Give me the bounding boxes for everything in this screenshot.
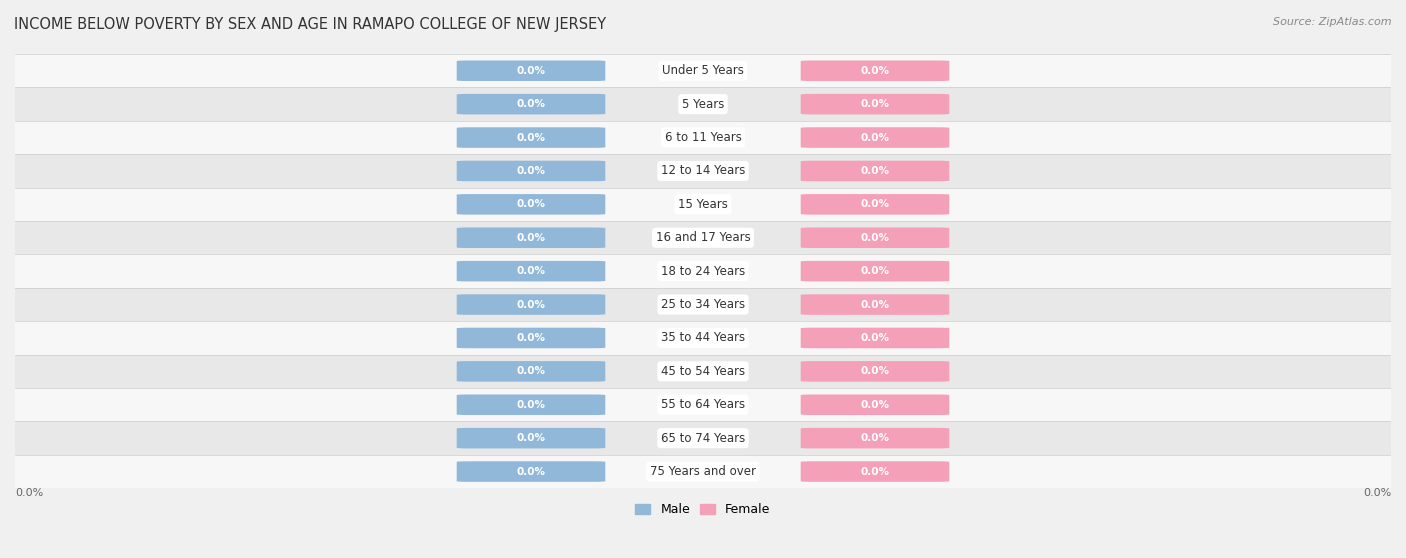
Text: 25 to 34 Years: 25 to 34 Years: [661, 298, 745, 311]
Bar: [15, 154, 1391, 187]
Bar: [15, 221, 1391, 254]
Bar: [15, 355, 1391, 388]
FancyBboxPatch shape: [800, 361, 949, 382]
FancyBboxPatch shape: [457, 60, 606, 81]
Bar: [15, 121, 1391, 154]
Bar: [15, 187, 1391, 221]
Text: 0.0%: 0.0%: [860, 466, 890, 477]
FancyBboxPatch shape: [800, 328, 949, 348]
Text: 0.0%: 0.0%: [516, 466, 546, 477]
FancyBboxPatch shape: [457, 328, 606, 348]
FancyBboxPatch shape: [457, 395, 606, 415]
Text: Source: ZipAtlas.com: Source: ZipAtlas.com: [1274, 17, 1392, 27]
Text: 0.0%: 0.0%: [860, 99, 890, 109]
Text: 0.0%: 0.0%: [860, 233, 890, 243]
Text: 15 Years: 15 Years: [678, 198, 728, 211]
FancyBboxPatch shape: [800, 94, 949, 114]
FancyBboxPatch shape: [800, 228, 949, 248]
Text: 0.0%: 0.0%: [516, 133, 546, 142]
FancyBboxPatch shape: [457, 428, 606, 449]
FancyBboxPatch shape: [457, 261, 606, 281]
FancyBboxPatch shape: [800, 461, 949, 482]
Text: 0.0%: 0.0%: [860, 333, 890, 343]
Text: 65 to 74 Years: 65 to 74 Years: [661, 432, 745, 445]
FancyBboxPatch shape: [457, 228, 606, 248]
Text: 16 and 17 Years: 16 and 17 Years: [655, 231, 751, 244]
Text: 55 to 64 Years: 55 to 64 Years: [661, 398, 745, 411]
Text: 0.0%: 0.0%: [516, 99, 546, 109]
Text: 0.0%: 0.0%: [516, 433, 546, 443]
FancyBboxPatch shape: [800, 395, 949, 415]
Text: 0.0%: 0.0%: [860, 66, 890, 76]
Text: 0.0%: 0.0%: [15, 488, 44, 498]
Text: 12 to 14 Years: 12 to 14 Years: [661, 165, 745, 177]
Text: 0.0%: 0.0%: [860, 199, 890, 209]
FancyBboxPatch shape: [457, 294, 606, 315]
Bar: [15, 54, 1391, 88]
FancyBboxPatch shape: [800, 294, 949, 315]
FancyBboxPatch shape: [457, 127, 606, 148]
Text: 75 Years and over: 75 Years and over: [650, 465, 756, 478]
Bar: [15, 388, 1391, 421]
Text: 5 Years: 5 Years: [682, 98, 724, 110]
Text: 0.0%: 0.0%: [516, 266, 546, 276]
Bar: [15, 254, 1391, 288]
Text: 0.0%: 0.0%: [860, 266, 890, 276]
Bar: [15, 288, 1391, 321]
Text: 18 to 24 Years: 18 to 24 Years: [661, 264, 745, 278]
FancyBboxPatch shape: [457, 94, 606, 114]
Text: 45 to 54 Years: 45 to 54 Years: [661, 365, 745, 378]
Text: 0.0%: 0.0%: [516, 166, 546, 176]
Text: 0.0%: 0.0%: [516, 367, 546, 376]
Text: 0.0%: 0.0%: [516, 199, 546, 209]
FancyBboxPatch shape: [800, 60, 949, 81]
Text: INCOME BELOW POVERTY BY SEX AND AGE IN RAMAPO COLLEGE OF NEW JERSEY: INCOME BELOW POVERTY BY SEX AND AGE IN R…: [14, 17, 606, 32]
FancyBboxPatch shape: [800, 161, 949, 181]
Bar: [15, 455, 1391, 488]
Bar: [15, 321, 1391, 355]
Bar: [15, 421, 1391, 455]
FancyBboxPatch shape: [457, 461, 606, 482]
FancyBboxPatch shape: [457, 194, 606, 215]
FancyBboxPatch shape: [800, 428, 949, 449]
FancyBboxPatch shape: [800, 127, 949, 148]
Text: Under 5 Years: Under 5 Years: [662, 64, 744, 77]
Bar: [15, 88, 1391, 121]
FancyBboxPatch shape: [457, 361, 606, 382]
Text: 6 to 11 Years: 6 to 11 Years: [665, 131, 741, 144]
Text: 0.0%: 0.0%: [1362, 488, 1391, 498]
Text: 0.0%: 0.0%: [860, 433, 890, 443]
Text: 35 to 44 Years: 35 to 44 Years: [661, 331, 745, 344]
Legend: Male, Female: Male, Female: [630, 498, 776, 521]
FancyBboxPatch shape: [800, 261, 949, 281]
Text: 0.0%: 0.0%: [860, 400, 890, 410]
FancyBboxPatch shape: [457, 161, 606, 181]
Text: 0.0%: 0.0%: [860, 367, 890, 376]
Text: 0.0%: 0.0%: [516, 333, 546, 343]
Text: 0.0%: 0.0%: [860, 300, 890, 310]
Text: 0.0%: 0.0%: [860, 133, 890, 142]
Text: 0.0%: 0.0%: [516, 400, 546, 410]
FancyBboxPatch shape: [800, 194, 949, 215]
Text: 0.0%: 0.0%: [516, 66, 546, 76]
Text: 0.0%: 0.0%: [516, 233, 546, 243]
Text: 0.0%: 0.0%: [516, 300, 546, 310]
Text: 0.0%: 0.0%: [860, 166, 890, 176]
